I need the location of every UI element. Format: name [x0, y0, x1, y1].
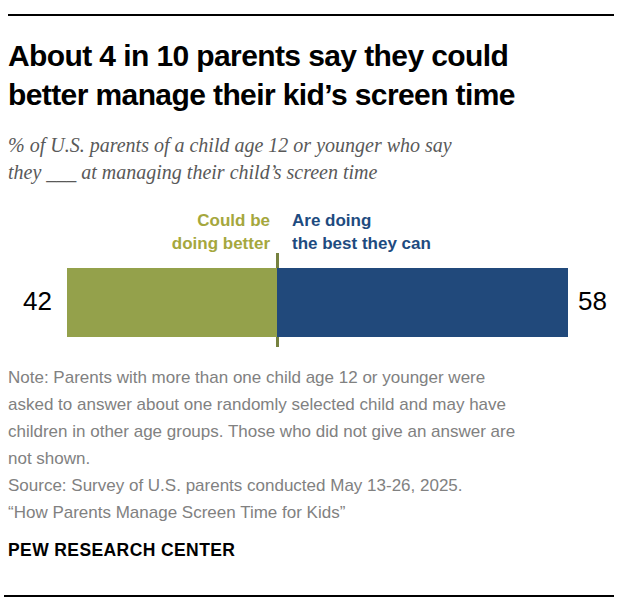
top-rule	[8, 14, 614, 16]
chart-subtitle: % of U.S. parents of a child age 12 or y…	[8, 132, 452, 186]
chart-title: About 4 in 10 parents say they could bet…	[8, 36, 515, 114]
source-line: Source: Survey of U.S. parents conducted…	[8, 472, 515, 499]
note-and-source-text: Note: Parents with more than one child a…	[8, 364, 515, 526]
legend-left-line-1: Could be	[0, 209, 270, 232]
note-line-3: children in other age groups. Those who …	[8, 418, 515, 445]
note-line-2: asked to answer about one randomly selec…	[8, 391, 515, 418]
pew-chart-card: About 4 in 10 parents say they could bet…	[0, 0, 620, 612]
bar-segment-could-be-doing-better	[67, 268, 277, 337]
legend-are-doing-the-best-they-can: Are doing the best they can	[292, 209, 431, 255]
report-citation-line: “How Parents Manage Screen Time for Kids…	[8, 499, 515, 526]
stacked-bar	[67, 268, 568, 337]
value-label-are-doing-the-best-they-can: 58	[578, 288, 607, 314]
chart-title-line-2: better manage their kid’s screen time	[8, 75, 515, 114]
note-line-1: Note: Parents with more than one child a…	[8, 364, 515, 391]
note-line-4: not shown.	[8, 445, 515, 472]
chart-subtitle-line-1: % of U.S. parents of a child age 12 or y…	[8, 132, 452, 159]
bottom-rule	[4, 595, 614, 597]
pew-research-center-wordmark: PEW RESEARCH CENTER	[8, 540, 235, 561]
legend-right-line-2: the best they can	[292, 232, 431, 255]
bar-segment-are-doing-the-best-they-can	[277, 268, 568, 337]
value-label-could-be-doing-better: 42	[0, 288, 52, 314]
legend-could-be-doing-better: Could be doing better	[0, 209, 270, 255]
chart-title-line-1: About 4 in 10 parents say they could	[8, 36, 515, 75]
chart-subtitle-line-2: they ___ at managing their child’s scree…	[8, 159, 452, 186]
legend-right-line-1: Are doing	[292, 209, 431, 232]
legend-left-line-2: doing better	[0, 232, 270, 255]
